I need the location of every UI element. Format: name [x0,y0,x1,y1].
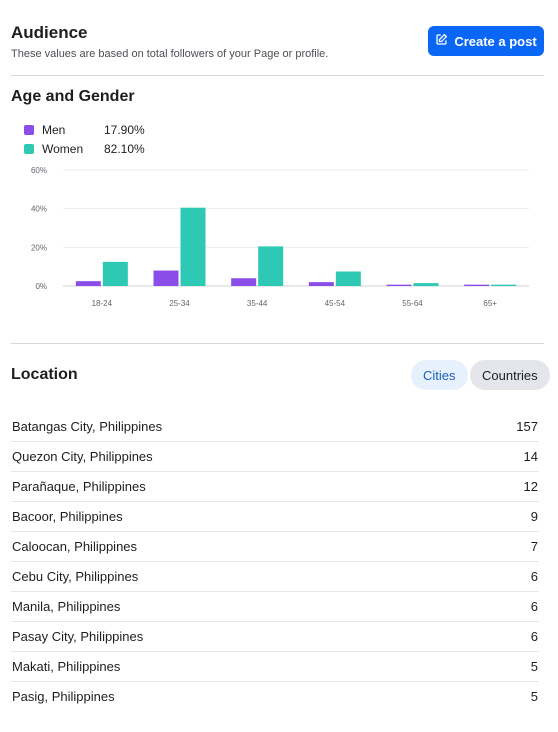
location-name: Manila, Philippines [12,599,121,614]
legend-item-women: Women 82.10% [24,139,145,158]
location-name: Pasig, Philippines [12,689,115,704]
x-tick-label: 55-64 [402,299,423,308]
location-count: 157 [516,419,538,434]
location-title: Location [11,366,78,383]
location-count: 5 [530,659,538,674]
bar-men-18-24[interactable] [75,281,101,286]
legend-swatch-women [24,143,34,154]
legend-label: Women [42,141,84,156]
tab-cities[interactable]: Cities [411,360,468,390]
legend-value: 17.90% [104,122,145,137]
location-row: Pasay City, Philippines 6 [11,622,539,652]
location-count: 6 [530,629,538,644]
page-subtitle: These values are based on total follower… [11,48,329,60]
location-name: Batangas City, Philippines [12,419,163,434]
create-post-label: Create a post [454,33,537,49]
section-divider [11,75,544,76]
location-count: 9 [530,509,538,524]
y-tick-label: 0% [35,282,47,291]
tab-countries[interactable]: Countries [470,360,550,390]
x-tick-label: 25-34 [169,299,190,308]
bar-men-45-54[interactable] [308,282,334,286]
location-count: 6 [530,599,538,614]
x-tick-label: 45-54 [325,299,346,308]
legend-label: Men [42,122,66,137]
location-list: Batangas City, Philippines 157 Quezon City… [11,412,539,711]
age-gender-chart: 0% 20% 40% 60% 18-24 25-34 35-44 45-54 55-64 65+ [31,166,529,308]
location-row: Batangas City, Philippines 157 [11,412,539,442]
legend-item-men: Men 17.90% [24,120,145,139]
location-row: Caloocan, Philippines 7 [11,532,539,562]
bar-women-55-64[interactable] [413,283,439,286]
location-row: Bacoor, Philippines 9 [11,502,539,532]
bar-men-55-64[interactable] [386,284,412,286]
location-name: Bacoor, Philippines [12,509,123,524]
location-row: Quezon City, Philippines 14 [11,442,539,472]
location-row: Pasig, Philippines 5 [11,682,539,711]
bar-women-45-54[interactable] [335,271,361,287]
location-name: Pasay City, Philippines [12,629,144,644]
page-title: Audience [11,23,88,42]
location-count: 6 [530,569,538,584]
location-count: 12 [523,479,538,494]
location-name: Quezon City, Philippines [12,449,153,464]
location-row: Parañaque, Philippines 12 [11,472,539,502]
chart-legend: Men 17.90% Women 82.10% [24,120,145,158]
location-name: Makati, Philippines [12,659,121,674]
bar-men-25-34[interactable] [153,270,179,286]
location-name: Parañaque, Philippines [12,479,146,494]
y-tick-label: 20% [31,243,47,252]
x-tick-label: 35-44 [247,299,268,308]
bar-men-35-44[interactable] [231,278,257,286]
x-tick-label: 65+ [483,299,497,308]
legend-value: 82.10% [104,141,145,156]
location-row: Cebu City, Philippines 6 [11,562,539,592]
y-tick-label: 60% [31,166,47,175]
legend-swatch-men [24,124,34,135]
bar-women-25-34[interactable] [180,207,206,286]
edit-icon [435,33,448,49]
location-row: Manila, Philippines 6 [11,592,539,622]
bar-women-35-44[interactable] [258,246,284,286]
y-tick-label: 40% [31,205,47,214]
create-post-button[interactable]: Create a post [428,26,544,56]
location-count: 14 [523,449,538,464]
location-count: 7 [530,539,538,554]
location-name: Cebu City, Philippines [12,569,139,584]
location-count: 5 [530,689,538,704]
location-name: Caloocan, Philippines [12,539,138,554]
section-divider [11,343,544,344]
x-tick-label: 18-24 [92,299,113,308]
age-gender-title: Age and Gender [11,88,135,105]
bar-women-18-24[interactable] [102,261,128,286]
audience-header: Audience These values are based on total… [11,22,547,62]
location-row: Makati, Philippines 5 [11,652,539,682]
bar-men-65+[interactable] [464,284,490,286]
bar-women-65+[interactable] [491,284,517,286]
